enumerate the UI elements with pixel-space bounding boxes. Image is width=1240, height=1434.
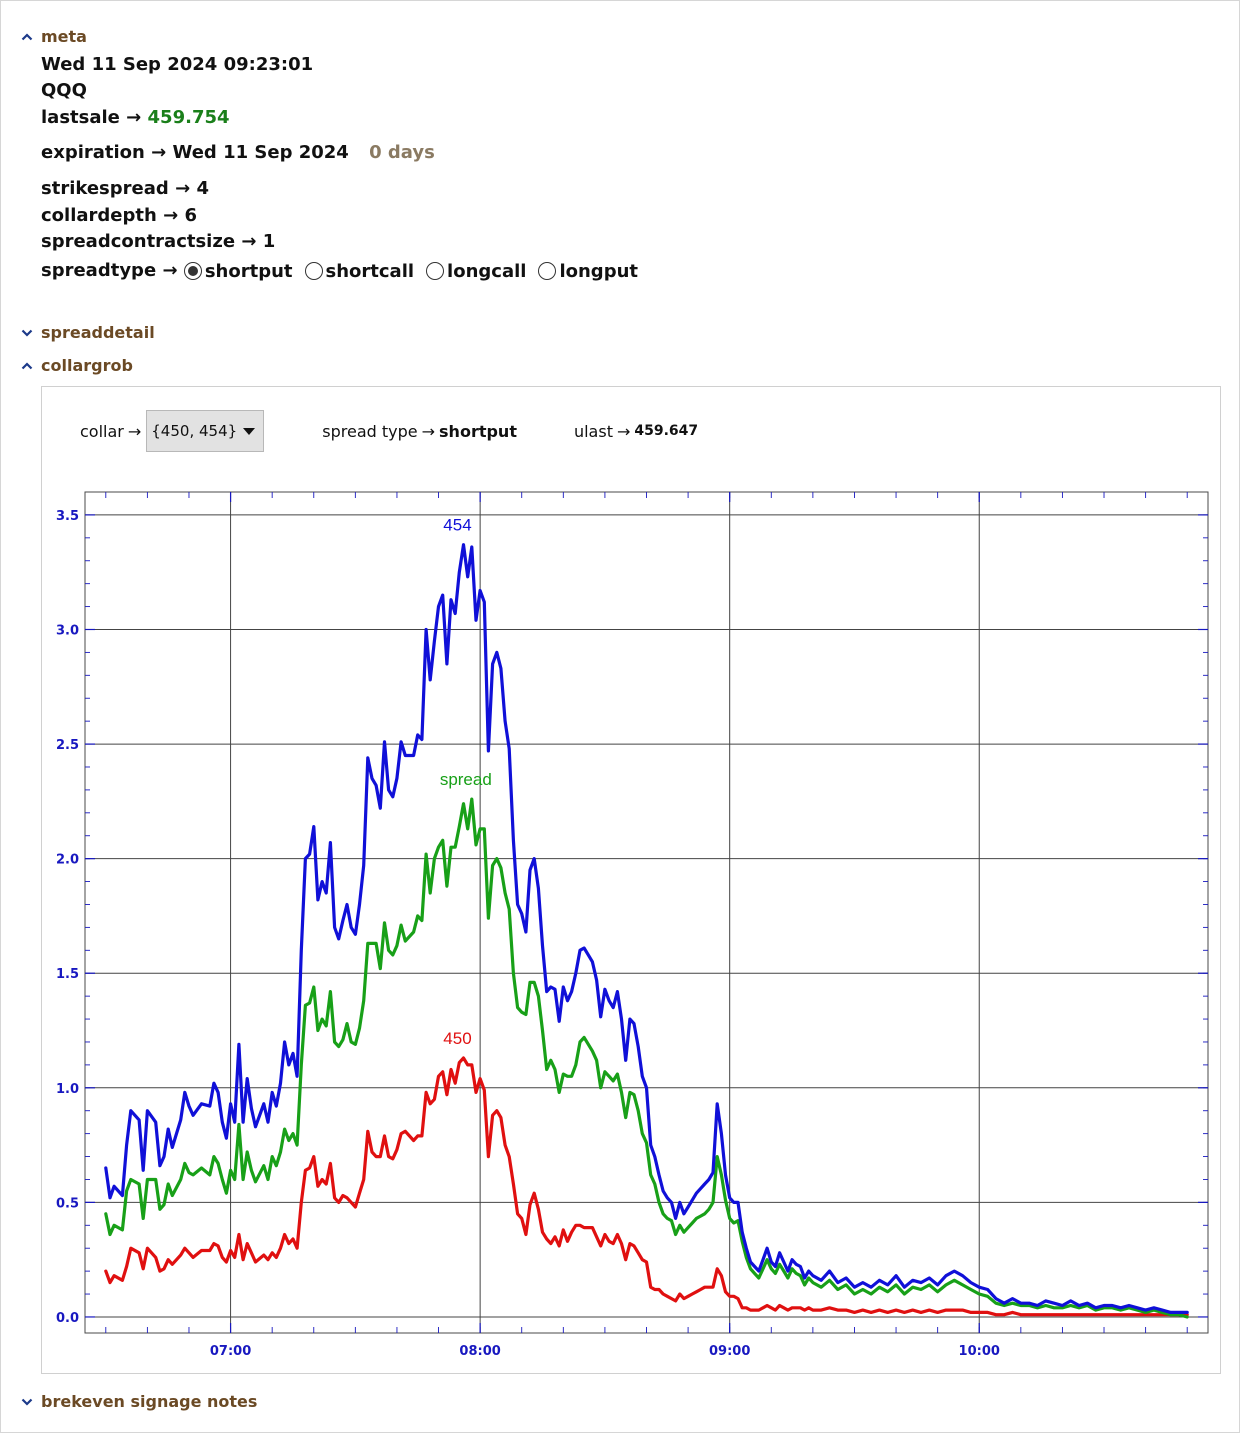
radio-label-longcall: longcall — [447, 260, 527, 282]
chevron-down-icon — [18, 1395, 36, 1409]
arrow: → — [241, 231, 257, 252]
y-tick-label: 3.0 — [56, 623, 79, 638]
section-meta-toggle[interactable]: meta — [18, 27, 87, 46]
radio-longcall[interactable]: longcall — [426, 261, 526, 282]
series-label-450: 450 — [443, 1029, 471, 1048]
spread-type-value: shortput — [439, 421, 517, 441]
section-label-spreaddetail: spreaddetail — [41, 323, 155, 342]
section-label-collargrob: collargrob — [41, 356, 133, 375]
x-tick-label: 07:00 — [210, 1344, 251, 1359]
radio-unselected-icon[interactable] — [304, 262, 323, 280]
series-label-454: 454 — [443, 516, 471, 535]
arrow: → — [616, 421, 631, 441]
y-tick-label: 2.5 — [56, 738, 79, 753]
arrow: → — [175, 178, 191, 199]
expiration-value: Wed 11 Sep 2024 — [172, 142, 349, 163]
arrow: → — [127, 421, 142, 441]
radio-longput[interactable]: longput — [538, 261, 638, 282]
x-tick-label: 08:00 — [459, 1344, 500, 1359]
y-tick-label: 2.0 — [56, 853, 79, 868]
meta-symbol: QQQ — [41, 80, 87, 101]
section-label-notes: brekeven signage notes — [41, 1392, 258, 1411]
arrow: → — [163, 205, 179, 226]
spreadtype-radio-group: shortput shortcall longcall longput — [183, 260, 650, 282]
series-label-spread: spread — [440, 770, 492, 789]
arrow: → — [126, 107, 142, 128]
spreadtype-key: spreadtype — [41, 260, 157, 281]
spreadcontractsize-value: 1 — [262, 231, 276, 252]
plot-frame — [84, 491, 1209, 1334]
section-spreaddetail-toggle[interactable]: spreaddetail — [18, 323, 155, 342]
y-tick-label: 3.5 — [56, 509, 79, 524]
lastsale-value: 459.754 — [147, 107, 230, 128]
series-line-spread — [104, 797, 1189, 1319]
meta-strikespread: strikespread → 4 — [41, 178, 209, 199]
meta-timestamp: Wed 11 Sep 2024 09:23:01 — [41, 54, 314, 75]
expiration-key: expiration — [41, 142, 145, 163]
radio-shortput[interactable]: shortput — [183, 260, 293, 282]
caret-down-icon — [243, 427, 256, 435]
strikespread-key: strikespread — [41, 178, 169, 199]
arrow: → — [151, 142, 167, 163]
radio-label-longput: longput — [559, 260, 638, 282]
collar-dropdown-value: {450, 454} — [151, 422, 238, 440]
lastsale-key: lastsale — [41, 107, 120, 128]
spreadcontractsize-key: spreadcontractsize — [41, 231, 236, 252]
y-tick-label: 0.5 — [56, 1196, 79, 1211]
radio-label-shortput: shortput — [204, 260, 293, 282]
series-line-450 — [104, 1056, 1189, 1317]
section-collargrob-toggle[interactable]: collargrob — [18, 356, 133, 375]
collargrob-panel: collar → {450, 454} spread type → shortp… — [41, 386, 1221, 1374]
collar-label: collar — [80, 421, 124, 441]
collar-dropdown[interactable]: {450, 454} — [146, 410, 265, 452]
ulast-value: 459.647 — [634, 423, 699, 439]
radio-unselected-icon[interactable] — [426, 262, 445, 280]
x-tick-label: 09:00 — [709, 1344, 750, 1359]
arrow: → — [421, 421, 436, 441]
y-tick-label: 1.5 — [56, 967, 79, 982]
arrow: → — [162, 260, 178, 281]
radio-unselected-icon[interactable] — [538, 262, 557, 280]
collargrob-controls: collar → {450, 454} spread type → shortp… — [80, 409, 698, 453]
meta-spreadcontractsize: spreadcontractsize → 1 — [41, 231, 275, 252]
meta-collardepth: collardepth → 6 — [41, 205, 197, 226]
series-line-454 — [104, 543, 1189, 1315]
chevron-up-icon — [18, 359, 36, 373]
radio-label-shortcall: shortcall — [325, 260, 415, 282]
y-tick-label: 0.0 — [56, 1311, 79, 1326]
section-notes-toggle[interactable]: brekeven signage notes — [18, 1392, 257, 1411]
chevron-up-icon — [18, 30, 36, 44]
meta-spreadtype: spreadtype → shortput shortcall longcall… — [41, 260, 650, 282]
ulast-label: ulast — [573, 421, 613, 441]
meta-lastsale: lastsale → 459.754 — [41, 107, 230, 128]
chevron-down-icon — [18, 326, 36, 340]
collardepth-value: 6 — [184, 205, 197, 226]
radio-selected-icon[interactable] — [183, 262, 202, 280]
collardepth-key: collardepth — [41, 205, 157, 226]
strikespread-value: 4 — [196, 178, 209, 199]
section-label-meta: meta — [41, 27, 87, 46]
collar-line-chart: 0.0 0.5 1.0 1.5 2.0 2.5 3.0 3.5 07:00 08:00 09:00 1… — [56, 491, 1209, 1359]
spread-type-label: spread type — [322, 421, 418, 441]
radio-shortcall[interactable]: shortcall — [304, 260, 415, 282]
expiration-days: 0 days — [369, 142, 435, 163]
meta-expiration: expiration → Wed 11 Sep 2024 0 days — [41, 142, 435, 163]
y-tick-label: 1.0 — [56, 1082, 79, 1097]
x-tick-label: 10:00 — [959, 1344, 1000, 1359]
